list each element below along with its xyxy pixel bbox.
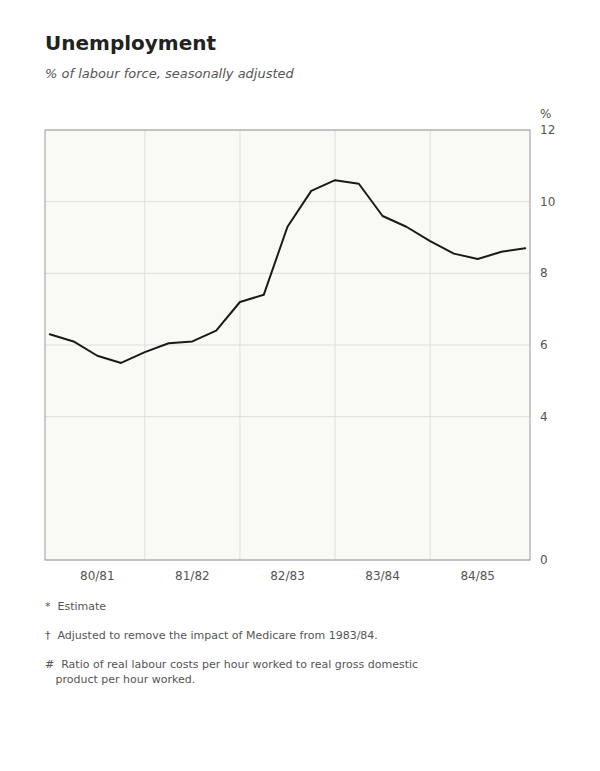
band-separator xyxy=(239,130,240,560)
band-separator xyxy=(430,130,431,560)
y-tick-label: 6 xyxy=(540,338,548,352)
title: Unemployment xyxy=(45,31,216,55)
y-axis-label: % xyxy=(540,107,551,121)
grid-line xyxy=(45,345,530,346)
footnote: * Estimate xyxy=(45,600,106,613)
band-separator xyxy=(335,130,336,560)
footnote: # Ratio of real labour costs per hour wo… xyxy=(45,658,418,686)
x-tick-label: 84/85 xyxy=(460,569,495,583)
plot-frame xyxy=(45,130,530,560)
grid-line xyxy=(45,416,530,417)
band-separator xyxy=(144,130,145,560)
y-tick-label: 10 xyxy=(540,195,555,209)
line xyxy=(50,180,526,363)
series-group xyxy=(50,180,526,363)
chart: Unemployment % of labour force, seasonall… xyxy=(0,0,600,771)
subtitle: % of labour force, seasonally adjusted xyxy=(45,66,295,81)
x-tick-label: 81/82 xyxy=(175,569,210,583)
y-tick-label: 12 xyxy=(540,123,555,137)
y-tick-label: 4 xyxy=(540,410,548,424)
x-tick-label: 80/81 xyxy=(80,569,115,583)
grid-line xyxy=(45,273,530,274)
grid-line xyxy=(45,201,530,202)
plot-area xyxy=(45,130,530,560)
y-tick-label: 8 xyxy=(540,266,548,280)
footnote: † Adjusted to remove the impact of Medic… xyxy=(45,629,378,642)
x-tick-label: 82/83 xyxy=(270,569,305,583)
y-tick-label: 0 xyxy=(540,553,548,567)
x-tick-label: 83/84 xyxy=(365,569,400,583)
